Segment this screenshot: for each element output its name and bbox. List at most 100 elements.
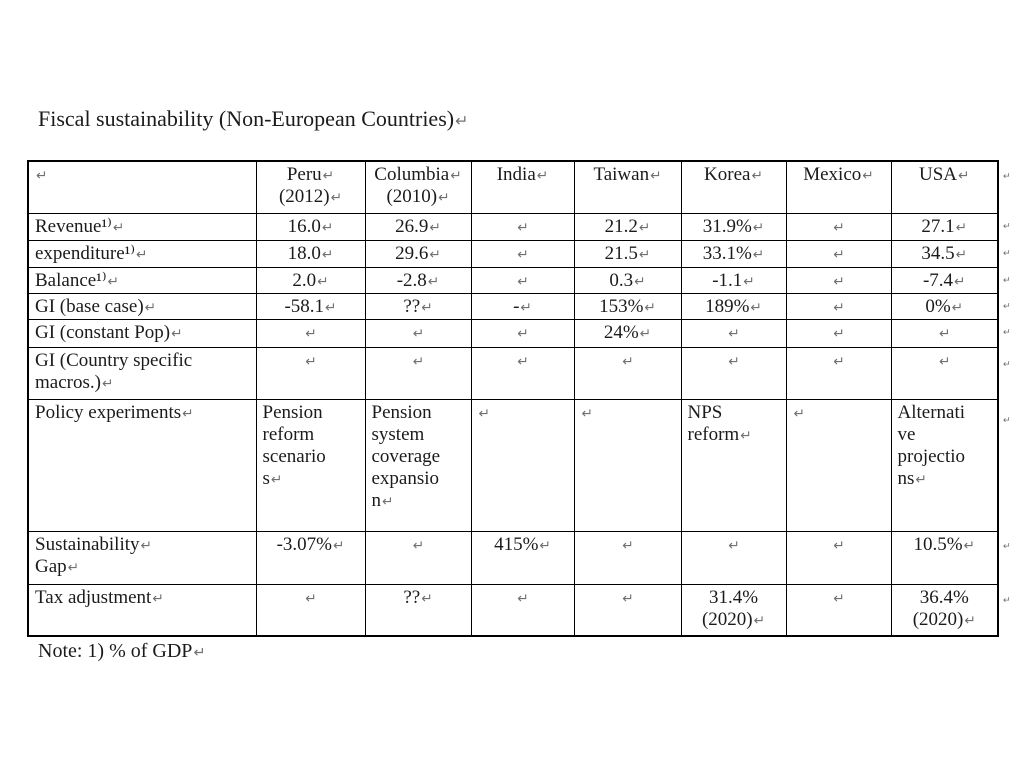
header-row: ↵ Peru↵ (2012)↵ Columbia↵ (2010)↵ India↵ T… [27,160,999,214]
cell: -2.8↵ [364,266,472,294]
cell: ↵ [470,239,575,268]
row-end-mark: ↵ [1003,359,1011,370]
fiscal-sustainability-table: ↵ Peru↵ (2012)↵ Columbia↵ (2010)↵ India↵ T… [27,160,999,638]
row-label: Tax adjustment↵ [27,583,257,637]
header-cell-taiwan: Taiwan↵ [573,160,682,214]
cell: Pension reform scenario s↵ [255,398,366,532]
cell: ↵ [785,292,892,320]
row-end-mark: ↵ [1003,275,1011,286]
cell: 415%↵ [470,530,575,585]
cell: ↵ [573,346,682,400]
cell: 10.5%↵ [890,530,999,585]
table-row-gi-constant-pop: GI (constant Pop)↵ ↵ ↵ ↵ 24%↵ ↵ ↵ ↵ [27,318,999,348]
cell: ↵ [890,346,999,400]
table-row-tax-adjustment: Tax adjustment↵ ↵ ??↵ ↵ ↵ 31.4% (2020)↵ ↵… [27,583,999,637]
row-label: expenditure¹⁾↵ [27,239,257,268]
cell: 16.0↵ [255,212,366,241]
row-end-mark: ↵ [1003,301,1011,312]
cell: 36.4% (2020)↵ [890,583,999,637]
cell: 34.5↵ [890,239,999,268]
cell: ↵ [364,318,472,348]
cell: ↵ [573,398,682,532]
cell: ↵ [680,318,787,348]
row-label: GI (Country specific macros.)↵ [27,346,257,400]
table-row-sustainability-gap: Sustainability↵ Gap↵ -3.07%↵ ↵ 415%↵ ↵ ↵ … [27,530,999,585]
row-label: Policy experiments↵ [27,398,257,532]
cell: -↵ [470,292,575,320]
page-title: Fiscal sustainability (Non-European Coun… [38,106,469,131]
cell: 0.3↵ [573,266,682,294]
table-row-gi-country-specific: GI (Country specific macros.)↵ ↵ ↵ ↵ ↵ ↵ … [27,346,999,400]
cell: ↵ [470,583,575,637]
cell: 2.0↵ [255,266,366,294]
row-end-mark: ↵ [1003,171,1011,182]
row-label: Sustainability↵ Gap↵ [27,530,257,585]
table-row-revenue: Revenue¹⁾↵ 16.0↵ 26.9↵ ↵ 21.2↵ 31.9%↵ ↵ … [27,212,999,241]
cell: ↵ [680,346,787,400]
cell: 153%↵ [573,292,682,320]
cell: ↵ [785,212,892,241]
table-row-expenditure: expenditure¹⁾↵ 18.0↵ 29.6↵ ↵ 21.5↵ 33.1%… [27,239,999,268]
cell: ↵ [680,530,787,585]
cell: 21.2↵ [573,212,682,241]
cell: NPS reform↵ [680,398,787,532]
header-cell-mexico: Mexico↵ [785,160,892,214]
cell: ↵ [470,346,575,400]
cell: ↵ [890,318,999,348]
cell: ↵ [470,318,575,348]
cell: -1.1↵ [680,266,787,294]
cell: 21.5↵ [573,239,682,268]
cell: ↵ [785,318,892,348]
header-cell-korea: Korea↵ [680,160,787,214]
cell: ↵ [255,583,366,637]
cell: 0%↵ [890,292,999,320]
cell: 18.0↵ [255,239,366,268]
cell: ↵ [573,530,682,585]
cell: 31.4% (2020)↵ [680,583,787,637]
table-row-gi-base-case: GI (base case)↵ -58.1↵ ??↵ -↵ 153%↵ 189%… [27,292,999,320]
cell: 189%↵ [680,292,787,320]
cell: ↵ [470,266,575,294]
cell: Alternati ve projectio ns↵ [890,398,999,532]
cell: -7.4↵ [890,266,999,294]
row-end-mark: ↵ [1003,595,1011,606]
header-cell-peru: Peru↵ (2012)↵ [255,160,366,214]
cell: 26.9↵ [364,212,472,241]
row-end-mark: ↵ [1003,327,1011,338]
table-row-policy-experiments: Policy experiments↵ Pension reform scenari… [27,398,999,532]
table-row-balance: Balance¹⁾↵ 2.0↵ -2.8↵ ↵ 0.3↵ -1.1↵ ↵ -7.… [27,266,999,294]
row-end-mark: ↵ [1003,248,1011,259]
row-end-mark: ↵ [1003,415,1011,426]
cell: -58.1↵ [255,292,366,320]
cell: 27.1↵ [890,212,999,241]
row-label: Balance¹⁾↵ [27,266,257,294]
cell: ↵ [785,266,892,294]
header-cell-columbia: Columbia↵ (2010)↵ [364,160,472,214]
cell: ↵ [573,583,682,637]
cell: ↵ [364,346,472,400]
cell: ↵ [470,398,575,532]
cell: ↵ [785,530,892,585]
cell: Pension system coverage expansio n↵ [364,398,472,532]
cell: ↵ [255,346,366,400]
cell: ↵ [255,318,366,348]
row-label: GI (base case)↵ [27,292,257,320]
row-label: GI (constant Pop)↵ [27,318,257,348]
cell: ??↵ [364,292,472,320]
header-cell-india: India↵ [470,160,575,214]
cell: ↵ [364,530,472,585]
cell: ??↵ [364,583,472,637]
cell: 33.1%↵ [680,239,787,268]
cell: 24%↵ [573,318,682,348]
row-end-mark: ↵ [1003,221,1011,232]
cell: ↵ [785,346,892,400]
cell: 31.9%↵ [680,212,787,241]
cell: 29.6↵ [364,239,472,268]
cell: ↵ [785,239,892,268]
header-cell-usa: USA↵ [890,160,999,214]
cell: ↵ [470,212,575,241]
cell: -3.07%↵ [255,530,366,585]
footnote: Note: 1) % of GDP↵ [38,640,206,662]
header-cell-blank: ↵ [27,160,257,214]
